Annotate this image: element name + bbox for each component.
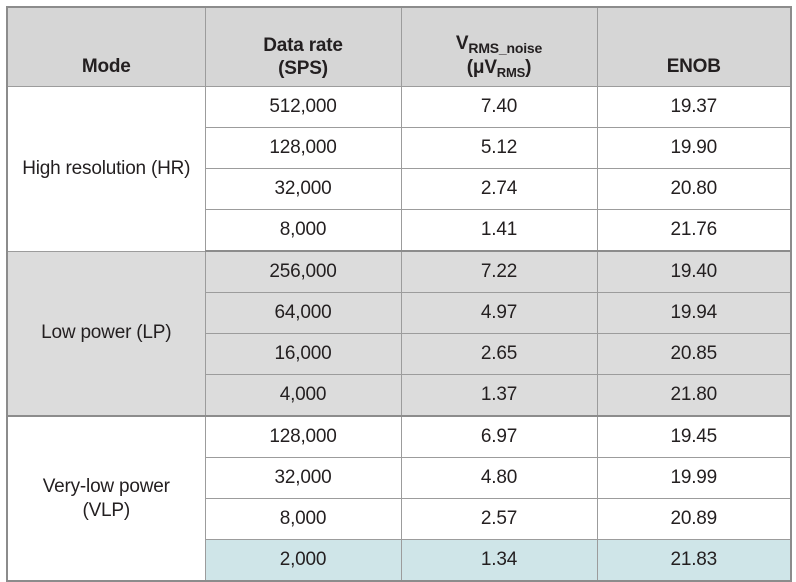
noise-cell: 2.74: [400, 168, 598, 210]
header-vrms-unit-close: ): [525, 57, 532, 78]
noise-cell: 2.65: [400, 333, 598, 375]
header-enob: ENOB: [596, 6, 792, 87]
table-row: High resolution (HR) 512,000 7.40 19.37: [6, 86, 792, 252]
table-row-highlighted: 2,000 1.34 21.83: [7, 539, 792, 582]
rate-cell: 8,000: [204, 498, 402, 540]
table-row: 32,000 2.74 20.80: [7, 168, 792, 210]
mode-vlp-line1: Very-low power: [42, 475, 170, 497]
enob-cell: 19.99: [596, 457, 792, 499]
mode-vlp-line2: (VLP): [82, 499, 131, 521]
noise-cell: 1.37: [400, 374, 598, 417]
mode-cell-lp: Low power (LP): [6, 250, 206, 417]
enob-cell: 19.45: [596, 415, 792, 458]
table-row: Very-low power (VLP) 128,000 6.97 19.45: [6, 415, 792, 582]
header-vrms-unit: (μVRMS): [408, 56, 591, 80]
rate-cell: 2,000: [204, 539, 402, 582]
noise-cell: 6.97: [400, 415, 598, 458]
rate-cell: 8,000: [204, 209, 402, 252]
enob-cell: 19.40: [596, 250, 792, 293]
enob-cell: 19.37: [596, 86, 792, 128]
noise-cell: 5.12: [400, 127, 598, 169]
header-vrms-subscript: RMS_noise: [468, 40, 543, 56]
enob-cell: 19.90: [596, 127, 792, 169]
rate-cell: 256,000: [204, 250, 402, 293]
header-mode: Mode: [6, 6, 206, 87]
enob-cell: 20.89: [596, 498, 792, 540]
rate-cell: 32,000: [204, 168, 402, 210]
header-vrms-main: V: [455, 33, 469, 54]
table-row: 16,000 2.65 20.85: [7, 333, 792, 375]
noise-cell: 4.80: [400, 457, 598, 499]
enob-cell: 21.80: [596, 374, 792, 417]
rate-cell: 16,000: [204, 333, 402, 375]
table-row: Low power (LP) 256,000 7.22 19.40: [6, 250, 792, 417]
enob-cell: 19.94: [596, 292, 792, 334]
header-data-rate: Data rate (SPS): [204, 6, 402, 87]
table-row: 8,000 2.57 20.89: [7, 498, 792, 540]
header-data-rate-line1: Data rate: [263, 35, 343, 56]
noise-cell: 7.40: [400, 86, 598, 128]
rate-cell: 4,000: [204, 374, 402, 417]
rate-cell: 64,000: [204, 292, 402, 334]
mode-cell-hr: High resolution (HR): [6, 86, 206, 252]
noise-cell: 2.57: [400, 498, 598, 540]
noise-cell: 7.22: [400, 250, 598, 293]
rate-cell: 128,000: [204, 415, 402, 458]
adc-noise-table: Mode Data rate (SPS) VRMS_noise (μVRMS) …: [6, 6, 792, 582]
table-row: 128,000 5.12 19.90: [7, 127, 792, 169]
noise-cell: 4.97: [400, 292, 598, 334]
enob-cell: 21.76: [596, 209, 792, 252]
table-container: Mode Data rate (SPS) VRMS_noise (μVRMS) …: [6, 6, 792, 582]
rate-cell: 128,000: [204, 127, 402, 169]
header-vrms-noise: VRMS_noise (μVRMS): [400, 6, 598, 87]
table-row: 64,000 4.97 19.94: [7, 292, 792, 334]
enob-cell: 20.85: [596, 333, 792, 375]
mode-cell-vlp: Very-low power (VLP): [6, 415, 206, 582]
enob-cell: 20.80: [596, 168, 792, 210]
header-vrms-unit-open: (μV: [466, 57, 497, 78]
header-data-rate-line2: (SPS): [278, 58, 328, 79]
header-row: Mode Data rate (SPS) VRMS_noise (μVRMS) …: [6, 6, 792, 87]
table-row: 32,000 4.80 19.99: [7, 457, 792, 499]
header-vrms-unit-subscript: RMS: [496, 65, 526, 80]
header-vrms-symbol: VRMS_noise: [408, 32, 591, 56]
rate-cell: 32,000: [204, 457, 402, 499]
rate-cell: 512,000: [204, 86, 402, 128]
enob-cell: 21.83: [596, 539, 792, 582]
table-row: 8,000 1.41 21.76: [7, 209, 792, 252]
noise-cell: 1.34: [400, 539, 598, 582]
noise-cell: 1.41: [400, 209, 598, 252]
table-row: 4,000 1.37 21.80: [7, 374, 792, 417]
